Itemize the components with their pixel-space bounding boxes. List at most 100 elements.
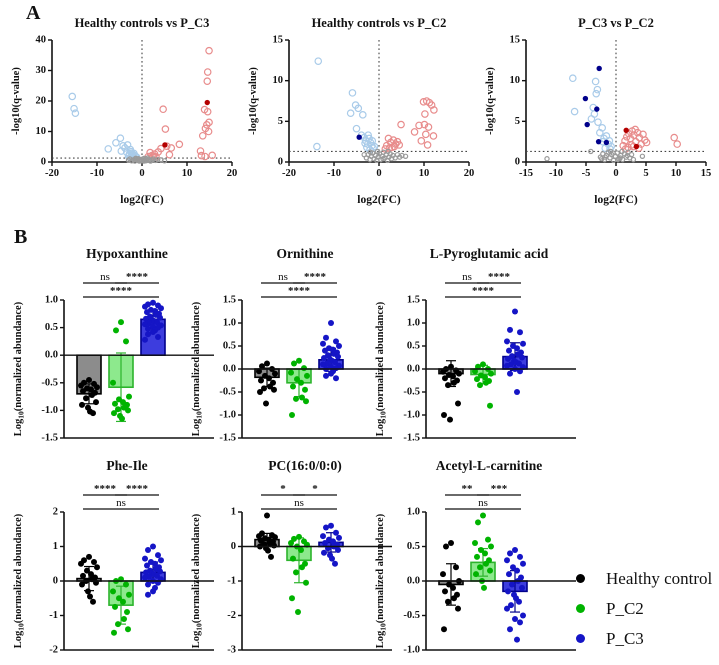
- svg-text:0: 0: [41, 157, 46, 168]
- svg-text:ns: ns: [116, 497, 126, 509]
- svg-text:-2: -2: [49, 645, 58, 656]
- phe-ile-plot: Phe-Ile**** ****ns210-1-2Log10(normalized…: [13, 458, 214, 656]
- volcano-pc3-vs-pc2-plot: P_C3 vs P_C2 0 5 10 15 -15 -10 -5 0 5 10 15 log2(FC)…: [485, 16, 712, 206]
- svg-text:ns: ns: [100, 271, 110, 283]
- svg-text:Phe-Ile: Phe-Ile: [106, 458, 147, 473]
- svg-text:Log10(normalized abundance): Log10(normalized abundance): [13, 513, 26, 648]
- svg-text:-2: -2: [227, 610, 236, 621]
- svg-text:0: 0: [53, 576, 58, 587]
- panel-b-label: B: [14, 226, 28, 248]
- svg-text:0: 0: [376, 168, 381, 179]
- legend-dot-healthy-control: [576, 574, 585, 583]
- svg-text:0.0: 0.0: [407, 576, 420, 587]
- svg-text:10: 10: [182, 168, 193, 179]
- svg-text:20: 20: [464, 168, 475, 179]
- svg-text:Log10(normalized abundance): Log10(normalized abundance): [13, 301, 26, 436]
- svg-text:10: 10: [273, 75, 284, 86]
- svg-text:0: 0: [515, 157, 520, 168]
- svg-text:-3: -3: [227, 645, 236, 656]
- svg-text:0: 0: [231, 541, 236, 552]
- svg-text:-0.5: -0.5: [403, 610, 420, 621]
- svg-text:10: 10: [36, 126, 47, 137]
- svg-text:PC(16:0/0:0): PC(16:0/0:0): [268, 458, 341, 473]
- svg-text:10: 10: [510, 75, 521, 86]
- svg-text:log2(FC): log2(FC): [594, 194, 638, 206]
- svg-text:1: 1: [231, 507, 236, 518]
- legend-label: P_C2: [606, 598, 644, 618]
- panel-a-label: A: [26, 2, 41, 24]
- svg-text:-1.0: -1.0: [41, 405, 58, 416]
- svg-text:-0.5: -0.5: [41, 377, 58, 388]
- svg-text:****: ****: [304, 271, 327, 283]
- legend-item-pc3: P_C3: [576, 628, 712, 649]
- svg-text:1.5: 1.5: [407, 295, 420, 306]
- svg-text:-1: -1: [227, 576, 236, 587]
- svg-text:10: 10: [671, 168, 682, 179]
- svg-text:0.0: 0.0: [45, 350, 58, 361]
- svg-text:-1.0: -1.0: [403, 645, 420, 656]
- svg-text:-15: -15: [519, 168, 533, 179]
- svg-text:30: 30: [36, 65, 47, 76]
- legend-item-pc2: P_C2: [576, 598, 712, 619]
- svg-text:*: *: [312, 483, 318, 495]
- svg-text:0: 0: [613, 168, 618, 179]
- svg-text:-0.5: -0.5: [219, 387, 236, 398]
- svg-text:20: 20: [227, 168, 238, 179]
- volcano-hc-vs-pc3-plot: Healthy controls vs P_C3 0 10 20 30 40 -20 -10 0…: [11, 16, 238, 206]
- svg-text:****: ****: [288, 285, 311, 297]
- svg-text:ns: ns: [478, 497, 488, 509]
- svg-text:5: 5: [278, 116, 283, 127]
- svg-text:15: 15: [273, 35, 284, 46]
- svg-text:Healthy controls vs P_C3: Healthy controls vs P_C3: [75, 16, 210, 30]
- svg-text:Hypoxanthine: Hypoxanthine: [86, 246, 168, 261]
- svg-text:log2(FC): log2(FC): [357, 194, 401, 206]
- svg-text:-log10(q-value): -log10(q-value): [248, 67, 259, 135]
- svg-text:1: 1: [53, 541, 58, 552]
- svg-text:-5: -5: [582, 168, 591, 179]
- legend-label: Healthy control: [606, 568, 713, 588]
- svg-text:****: ****: [94, 483, 117, 495]
- svg-text:ns: ns: [462, 271, 472, 283]
- svg-text:Log10(normalized abundance): Log10(normalized abundance): [375, 513, 388, 648]
- svg-text:5: 5: [643, 168, 648, 179]
- svg-text:-1.0: -1.0: [403, 410, 420, 421]
- svg-text:log2(FC): log2(FC): [120, 194, 164, 206]
- svg-text:-0.5: -0.5: [403, 387, 420, 398]
- svg-text:-log10(q-value): -log10(q-value): [485, 67, 496, 135]
- legend-dot-pc2: [576, 604, 585, 613]
- svg-text:15: 15: [701, 168, 712, 179]
- svg-text:20: 20: [36, 96, 47, 107]
- group-legend: Healthy control P_C2 P_C3: [576, 568, 712, 649]
- acetyl-l-carnitine-plot: Acetyl-L-carnitine** ***ns1.00.50.0-0.5-1…: [375, 458, 576, 656]
- svg-text:0.5: 0.5: [45, 322, 58, 333]
- svg-text:Healthy controls vs P_C2: Healthy controls vs P_C2: [312, 16, 447, 30]
- svg-text:Acetyl-L-carnitine: Acetyl-L-carnitine: [436, 458, 542, 473]
- svg-text:Log10(normalized abundance): Log10(normalized abundance): [375, 301, 388, 436]
- svg-text:****: ****: [110, 285, 133, 297]
- svg-text:40: 40: [36, 35, 47, 46]
- svg-text:1.0: 1.0: [45, 295, 58, 306]
- svg-text:0: 0: [139, 168, 144, 179]
- svg-text:ns: ns: [294, 497, 304, 509]
- svg-text:***: ***: [491, 483, 508, 495]
- svg-text:Log10(normalized abundance): Log10(normalized abundance): [191, 301, 204, 436]
- svg-text:0.5: 0.5: [223, 341, 236, 352]
- svg-text:****: ****: [488, 271, 511, 283]
- svg-text:0.0: 0.0: [223, 364, 236, 375]
- legend-dot-pc3: [576, 634, 585, 643]
- legend-label: P_C3: [606, 628, 644, 648]
- svg-text:**: **: [462, 483, 474, 495]
- svg-text:1.0: 1.0: [223, 318, 236, 329]
- pc-16-0-0-0-plot: PC(16:0/0:0) * * ns 1 0 -1 -2 -3 Log10(normalized…: [191, 458, 392, 656]
- svg-text:L-Pyroglutamic acid: L-Pyroglutamic acid: [430, 246, 549, 261]
- svg-text:0.5: 0.5: [407, 541, 420, 552]
- svg-text:Ornithine: Ornithine: [276, 246, 333, 261]
- svg-text:0: 0: [278, 157, 283, 168]
- volcano-hc-vs-pc2-plot: Healthy controls vs P_C2 0 5 10 15 -20 -10 0 10 2…: [248, 16, 475, 206]
- svg-text:Log10(normalized abundance): Log10(normalized abundance): [191, 513, 204, 648]
- svg-text:****: ****: [472, 285, 495, 297]
